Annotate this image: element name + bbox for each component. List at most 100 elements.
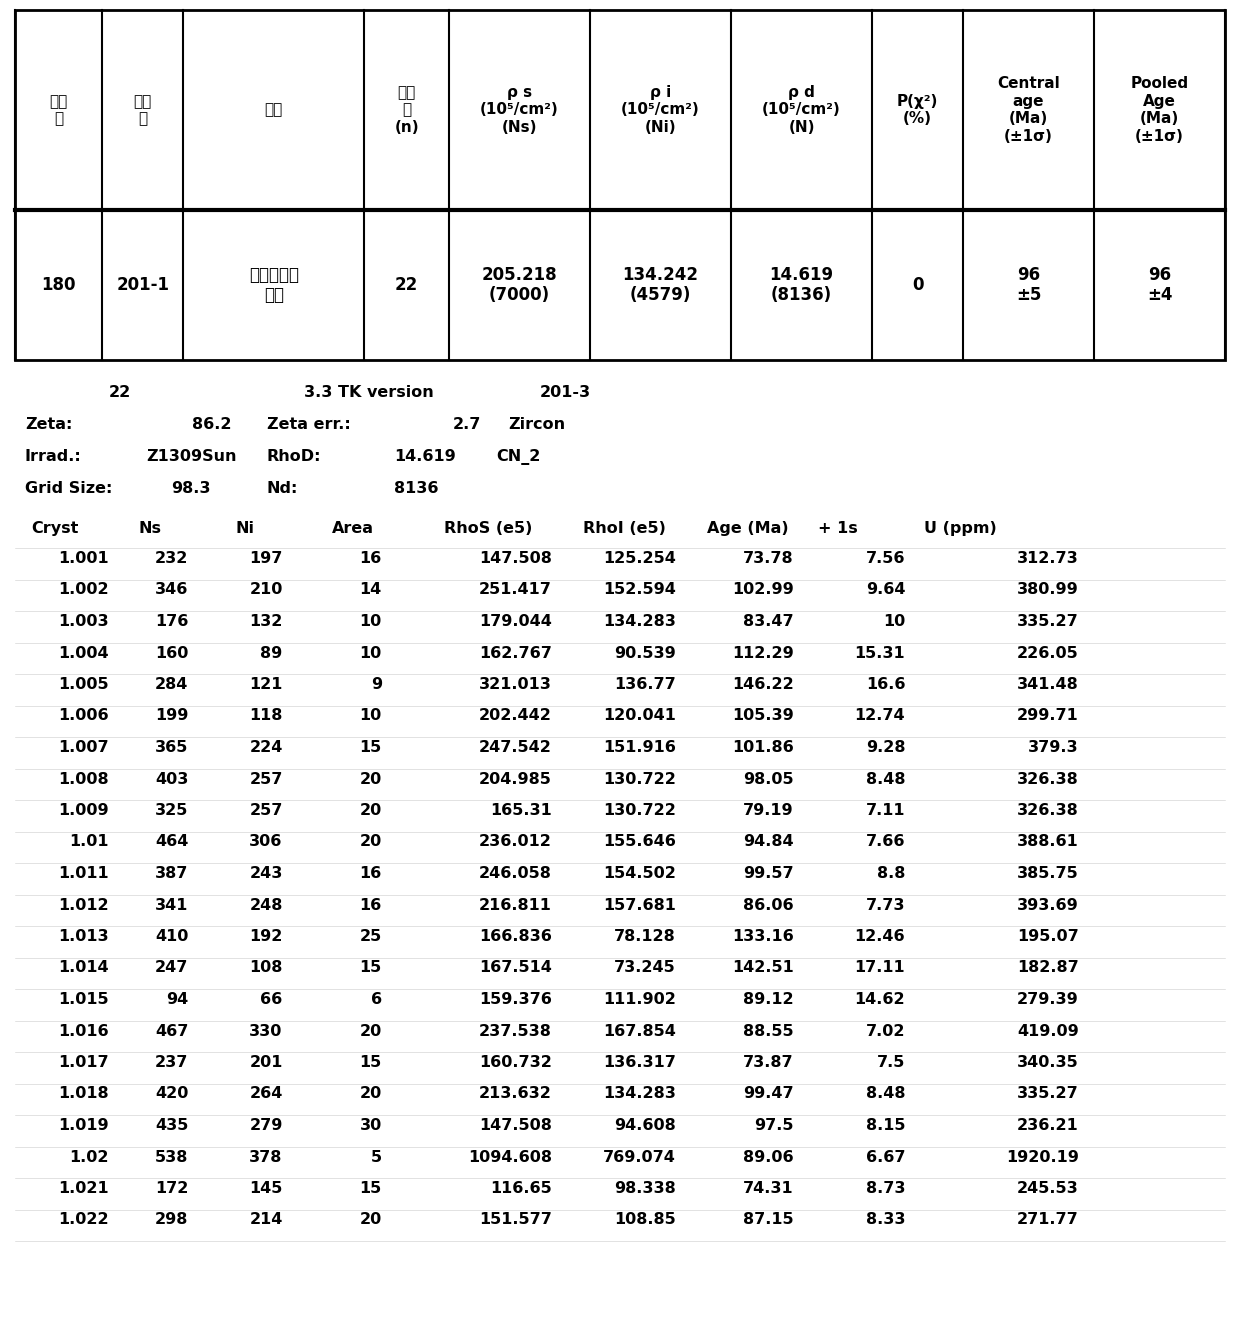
Text: Area: Area: [332, 521, 374, 535]
Text: 3.3 TK version: 3.3 TK version: [304, 385, 434, 400]
Text: 1.006: 1.006: [58, 709, 109, 723]
Text: 105.39: 105.39: [732, 709, 794, 723]
Text: 83.47: 83.47: [743, 614, 794, 629]
Text: 10: 10: [883, 614, 905, 629]
Text: 73.245: 73.245: [614, 960, 676, 975]
Text: 15: 15: [360, 1181, 382, 1196]
Text: 341: 341: [155, 898, 188, 912]
Text: 97.5: 97.5: [754, 1118, 794, 1134]
Text: 378: 378: [249, 1150, 283, 1164]
Text: ρ d
(10⁵/cm²)
(N): ρ d (10⁵/cm²) (N): [763, 85, 841, 135]
Text: 14: 14: [360, 582, 382, 598]
Text: 151.916: 151.916: [603, 741, 676, 755]
Text: 16.6: 16.6: [866, 677, 905, 693]
Text: 243: 243: [249, 866, 283, 880]
Text: 94.608: 94.608: [614, 1118, 676, 1134]
Text: 393.69: 393.69: [1017, 898, 1079, 912]
Text: 236.21: 236.21: [1017, 1118, 1079, 1134]
Text: 1.017: 1.017: [58, 1055, 109, 1070]
Text: 1.013: 1.013: [58, 928, 109, 944]
Text: 108: 108: [249, 960, 283, 975]
Text: 101.86: 101.86: [732, 741, 794, 755]
Text: 157.681: 157.681: [603, 898, 676, 912]
Text: 12.46: 12.46: [854, 928, 905, 944]
Text: 1.004: 1.004: [58, 646, 109, 661]
Text: 99.57: 99.57: [743, 866, 794, 880]
Text: Cryst: Cryst: [31, 521, 78, 535]
Text: 8.15: 8.15: [866, 1118, 905, 1134]
Text: 7.5: 7.5: [877, 1055, 905, 1070]
Text: 12.74: 12.74: [854, 709, 905, 723]
Text: 312.73: 312.73: [1017, 551, 1079, 566]
Text: 16: 16: [360, 866, 382, 880]
Text: 201: 201: [249, 1055, 283, 1070]
Text: Zircon: Zircon: [508, 417, 565, 432]
Text: 167.854: 167.854: [603, 1023, 676, 1039]
Text: 1.012: 1.012: [58, 898, 109, 912]
Text: 14.619: 14.619: [394, 449, 456, 464]
Text: 15: 15: [360, 1055, 382, 1070]
Text: 16: 16: [360, 551, 382, 566]
Text: 769.074: 769.074: [603, 1150, 676, 1164]
Text: 20: 20: [360, 1212, 382, 1228]
Text: 204.985: 204.985: [479, 771, 552, 786]
Text: 538: 538: [155, 1150, 188, 1164]
Text: P(χ²)
(%): P(χ²) (%): [897, 93, 939, 127]
Text: 96
±5: 96 ±5: [1016, 265, 1042, 305]
Text: 130.722: 130.722: [603, 803, 676, 818]
Text: 210: 210: [249, 582, 283, 598]
Text: 326.38: 326.38: [1017, 771, 1079, 786]
Text: 22: 22: [109, 385, 131, 400]
Text: 实验
号: 实验 号: [50, 93, 68, 127]
Text: Pooled
Age
(Ma)
(±1σ): Pooled Age (Ma) (±1σ): [1131, 76, 1189, 144]
Text: 321.013: 321.013: [479, 677, 552, 693]
Text: 154.502: 154.502: [603, 866, 676, 880]
Text: 1.011: 1.011: [58, 866, 109, 880]
Text: ρ i
(10⁵/cm²)
(Ni): ρ i (10⁵/cm²) (Ni): [621, 85, 699, 135]
Text: 224: 224: [249, 741, 283, 755]
Text: 380.99: 380.99: [1017, 582, 1079, 598]
Text: 192: 192: [249, 928, 283, 944]
Text: 25: 25: [360, 928, 382, 944]
Text: 10: 10: [360, 709, 382, 723]
Text: 原样
号: 原样 号: [134, 93, 153, 127]
Text: 146.22: 146.22: [732, 677, 794, 693]
Text: 213.632: 213.632: [479, 1087, 552, 1102]
Text: 388.61: 388.61: [1017, 835, 1079, 850]
Text: 182.87: 182.87: [1017, 960, 1079, 975]
Text: 1920.19: 1920.19: [1006, 1150, 1079, 1164]
Text: Zeta err.:: Zeta err.:: [267, 417, 351, 432]
Text: 90.539: 90.539: [614, 646, 676, 661]
Text: 108.85: 108.85: [614, 1212, 676, 1228]
Text: 151.577: 151.577: [479, 1212, 552, 1228]
Bar: [15, 11, 1225, 210]
Text: 167.514: 167.514: [479, 960, 552, 975]
Text: 136.77: 136.77: [614, 677, 676, 693]
Text: Zeta:: Zeta:: [25, 417, 72, 432]
Text: 89: 89: [260, 646, 283, 661]
Text: 20: 20: [360, 1023, 382, 1039]
Text: 118: 118: [249, 709, 283, 723]
Text: 205.218
(7000): 205.218 (7000): [482, 265, 558, 305]
Text: 130.722: 130.722: [603, 771, 676, 786]
Text: 237: 237: [155, 1055, 188, 1070]
Text: 226.05: 226.05: [1017, 646, 1079, 661]
Text: 248: 248: [249, 898, 283, 912]
Text: 216.811: 216.811: [479, 898, 552, 912]
Text: 17.11: 17.11: [854, 960, 905, 975]
Text: 66: 66: [260, 992, 283, 1007]
Text: 132: 132: [249, 614, 283, 629]
Text: 166.836: 166.836: [479, 928, 552, 944]
Text: RhoD:: RhoD:: [267, 449, 321, 464]
Text: 8.48: 8.48: [866, 771, 905, 786]
Text: 199: 199: [155, 709, 188, 723]
Text: 387: 387: [155, 866, 188, 880]
Text: 15: 15: [360, 741, 382, 755]
Text: 9.28: 9.28: [866, 741, 905, 755]
Text: 176: 176: [155, 614, 188, 629]
Text: 165.31: 165.31: [490, 803, 552, 818]
Text: 365: 365: [155, 741, 188, 755]
Text: 403: 403: [155, 771, 188, 786]
Text: 464: 464: [155, 835, 188, 850]
Text: 179.044: 179.044: [479, 614, 552, 629]
